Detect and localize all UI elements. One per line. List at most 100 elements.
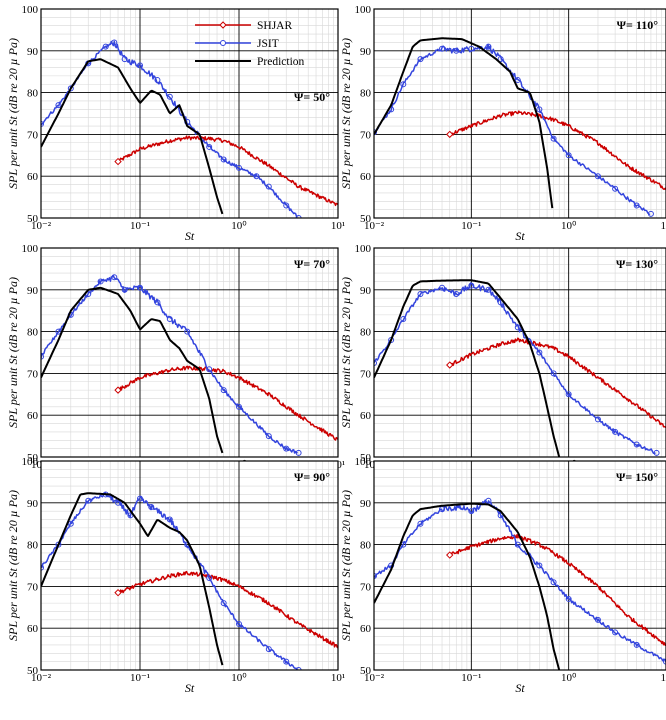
point-jsit	[653, 449, 660, 456]
point-jsit	[236, 164, 242, 171]
x-tick-label: 10⁻¹	[461, 220, 481, 232]
point-jsit	[137, 495, 143, 502]
y-axis-label: SPL per unit St (dB re 20 µ Pa)	[6, 38, 20, 189]
y-tick-label: 90	[27, 46, 39, 58]
point-jsit	[236, 621, 242, 628]
y-tick-label: 50	[27, 213, 39, 225]
point-jsit	[67, 85, 74, 92]
series-line-shjar	[117, 570, 338, 649]
y-tick-label: 90	[360, 285, 372, 297]
point-jsit	[633, 641, 640, 648]
x-tick-label: 10⁰	[561, 672, 577, 684]
x-axis-label: St	[185, 681, 195, 695]
point-jsit	[102, 43, 109, 50]
point-jsit	[283, 202, 290, 209]
series-line-shjar	[449, 533, 666, 646]
series-line-shjar	[117, 365, 338, 441]
point-jsit	[283, 658, 290, 665]
point-jsit	[253, 173, 260, 180]
legend: SHJAR JSIT Prediction	[195, 20, 305, 68]
point-jsit	[453, 47, 460, 54]
y-tick-label: 90	[360, 46, 372, 58]
x-tick-label: 10⁻¹	[461, 672, 481, 684]
angle-annotation: Ψ= 130°	[616, 257, 658, 271]
y-tick-label: 100	[22, 456, 39, 468]
series-group	[374, 279, 666, 457]
point-jsit	[468, 45, 475, 52]
x-axis-label: St	[185, 229, 195, 243]
point-jsit	[374, 129, 377, 136]
point-jsit	[41, 353, 44, 360]
legend-label-prediction: Prediction	[257, 56, 305, 68]
plot-background	[374, 248, 666, 457]
series-line-prediction	[41, 286, 224, 454]
legend-marker	[220, 40, 226, 46]
point-jsit	[497, 56, 504, 63]
y-tick-label: 50	[27, 452, 39, 464]
y-axis-label: SPL per unit St (dB re 20 µ Pa)	[339, 277, 353, 428]
angle-annotation: Ψ= 110°	[617, 18, 659, 32]
x-tick-label: 10	[661, 672, 666, 684]
point-jsit	[663, 658, 666, 665]
y-tick-label: 90	[27, 285, 39, 297]
plot-background	[41, 248, 338, 457]
y-tick-label: 100	[22, 243, 39, 255]
point-jsit	[417, 56, 424, 63]
plot-frame	[40, 460, 339, 671]
major-grid	[374, 9, 666, 218]
legend-label-shjar: SHJAR	[257, 20, 292, 32]
y-tick-label: 90	[27, 498, 39, 510]
angle-annotation: Ψ= 90°	[294, 470, 330, 484]
series-line-prediction	[374, 279, 561, 457]
y-tick-label: 100	[355, 243, 372, 255]
point-jsit	[565, 152, 572, 159]
x-tick-label: 10⁻²	[364, 220, 385, 232]
point-jsit	[111, 274, 118, 281]
y-tick-label: 60	[27, 623, 39, 635]
major-grid	[374, 461, 666, 670]
point-jsit	[154, 299, 161, 306]
point-jsit	[137, 62, 143, 69]
point-jsit	[295, 215, 302, 218]
y-tick-label: 80	[27, 88, 39, 100]
point-jsit	[220, 387, 227, 394]
y-tick-label: 70	[27, 581, 39, 593]
point-jsit	[468, 508, 475, 515]
point-jsit	[41, 564, 44, 571]
point-jsit	[374, 359, 377, 366]
point-jsit	[121, 56, 128, 63]
panel-psi-50: 50 60 70 80 90 100 10⁻² 10⁻¹ 10⁰ 10¹ St SPL per uni…	[6, 4, 345, 243]
x-tick-label: 10⁻²	[364, 672, 385, 684]
point-shjar	[114, 157, 122, 166]
point-jsit	[374, 572, 377, 579]
y-tick-label: 50	[360, 213, 372, 225]
point-jsit	[220, 156, 227, 163]
point-jsit	[633, 441, 640, 448]
point-jsit	[206, 575, 213, 582]
plot-frame	[373, 8, 666, 219]
point-jsit	[85, 497, 92, 504]
point-shjar	[114, 386, 122, 394]
point-jsit	[236, 403, 242, 410]
point-jsit	[550, 370, 557, 377]
series-line-shjar	[449, 110, 666, 191]
series-line-jsit	[41, 492, 299, 670]
series-line-prediction	[41, 492, 224, 666]
y-tick-label: 100	[22, 4, 39, 16]
point-jsit	[514, 541, 521, 548]
point-jsit	[41, 120, 44, 127]
point-jsit	[647, 210, 654, 217]
point-shjar	[446, 130, 454, 139]
point-jsit	[536, 349, 543, 356]
series-line-prediction	[374, 502, 561, 670]
x-tick-label: 10⁰	[561, 220, 577, 232]
point-jsit	[550, 135, 557, 142]
point-jsit	[453, 290, 460, 297]
y-tick-label: 50	[360, 452, 372, 464]
point-jsit	[121, 286, 128, 293]
minor-grid	[41, 248, 338, 457]
point-jsit	[295, 667, 302, 670]
panel-psi-150: 50 60 70 80 90 100 10⁻² 10⁻¹ 10⁰ 10 St SPL per unit…	[339, 456, 666, 695]
